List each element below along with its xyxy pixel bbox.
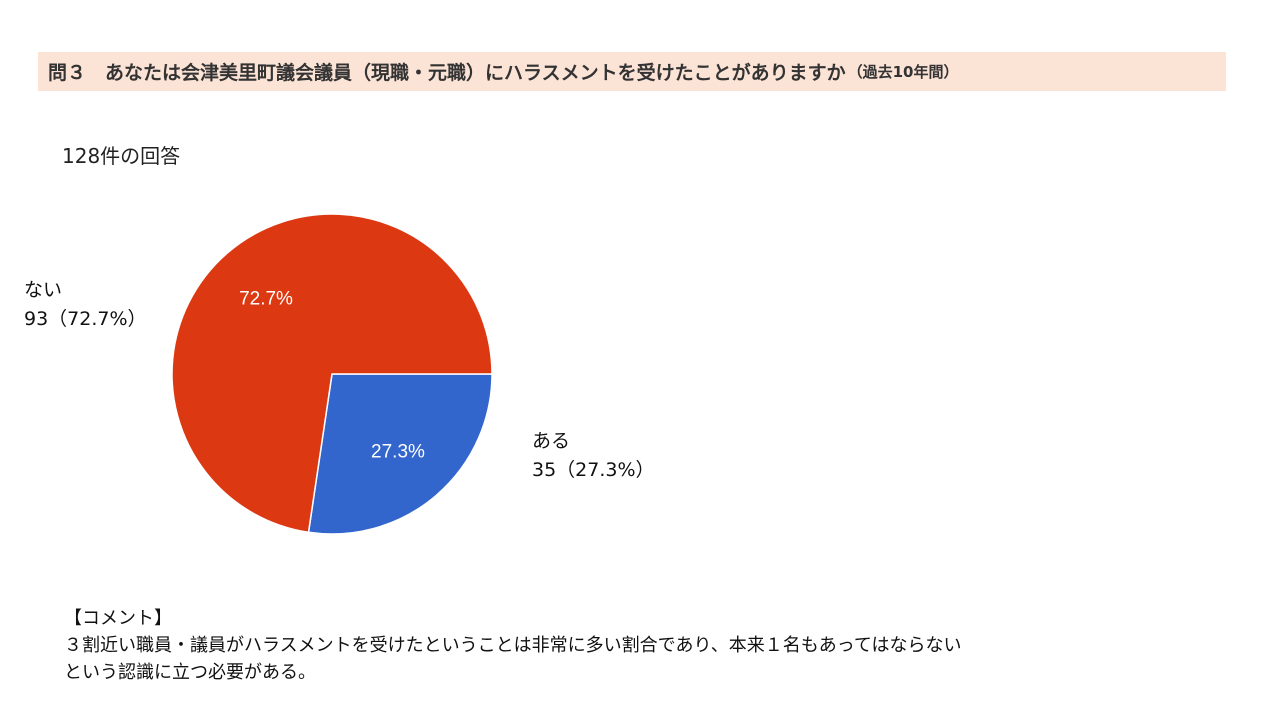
- pie-slice-aru: [307, 373, 493, 535]
- pie-label-aru: 27.3%: [371, 441, 425, 462]
- pie-slice-nai: [171, 213, 493, 534]
- legend-nai-label: ない: [24, 279, 63, 301]
- legend-aru-value: 35（27.3%）: [532, 459, 655, 481]
- pie-label-nai: 72.7%: [239, 289, 293, 310]
- legend-aru-label: ある: [532, 430, 571, 452]
- response-count: 128件の回答: [62, 144, 181, 168]
- comment-block: 【コメント】 ３割近い職員・議員がハラスメントを受けたということは非常に多い割合…: [64, 605, 961, 686]
- comment-line-2: という認識に立つ必要がある。: [64, 662, 316, 683]
- question-title-period: （過去10年間）: [847, 63, 959, 81]
- legend-nai-value: 93（72.7%）: [24, 308, 147, 330]
- legend-nai: ない 93（72.7%）: [24, 276, 147, 334]
- legend-aru: ある 35（27.3%）: [532, 427, 655, 485]
- question-title-bar: 問３ あなたは会津美里町議会議員（現職・元職）にハラスメントを受けたことがありま…: [38, 52, 1226, 91]
- question-title: 問３ あなたは会津美里町議会議員（現職・元職）にハラスメントを受けたことがありま…: [48, 62, 846, 84]
- comment-heading: 【コメント】: [64, 608, 172, 629]
- comment-line-1: ３割近い職員・議員がハラスメントを受けたということは非常に多い割合であり、本来１…: [64, 635, 962, 656]
